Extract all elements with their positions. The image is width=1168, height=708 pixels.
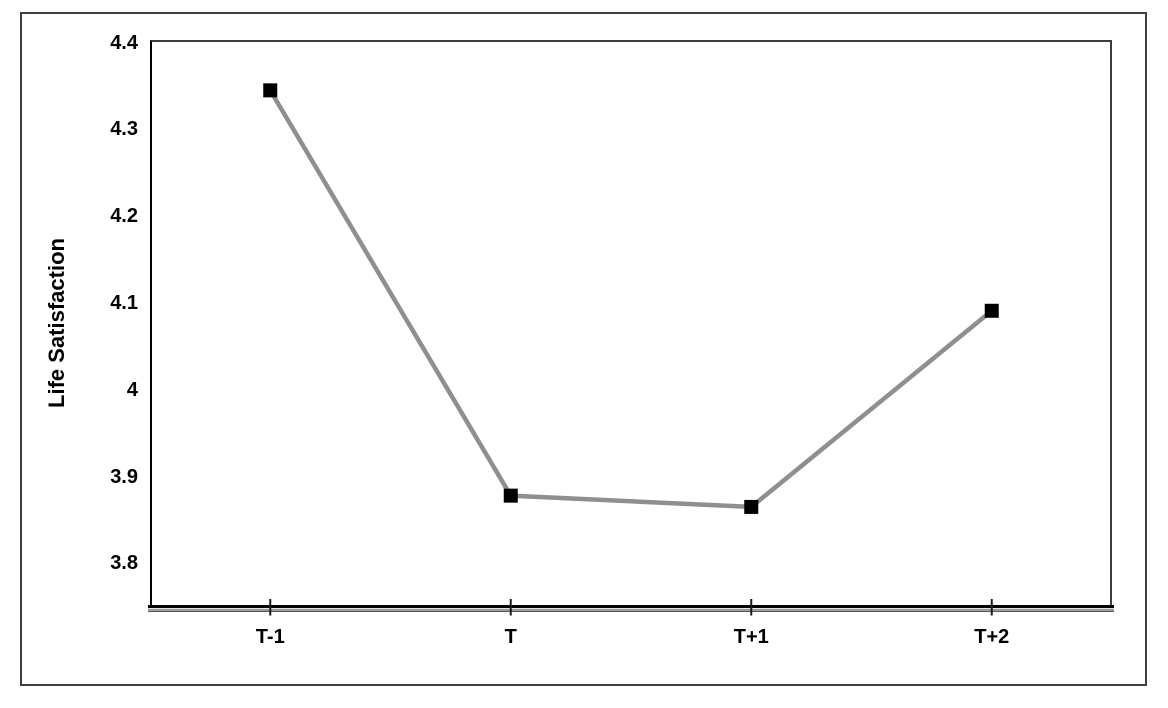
y-tick-label: 4.2: [110, 205, 138, 228]
x-tick-label: T+1: [733, 626, 769, 648]
x-axis-line-edge: [148, 611, 1114, 612]
plot-area: [150, 40, 1112, 605]
y-tick-label: 3.8: [110, 552, 138, 575]
x-axis-line-shadow: [148, 609, 1114, 611]
x-tick-label: T-1: [255, 626, 285, 648]
x-axis-line-main: [148, 605, 1114, 608]
data-point-marker: [263, 83, 278, 98]
x-tick-label: T: [504, 626, 517, 648]
x-axis-line: [148, 605, 1114, 612]
series-line: [268, 89, 994, 510]
x-tick-label: T+2: [974, 626, 1010, 648]
data-point-marker: [744, 499, 759, 514]
data-point-marker: [984, 303, 999, 318]
y-tick-label: 3.9: [110, 465, 138, 488]
y-tick-label: 4.4: [110, 31, 138, 54]
y-tick-label: 4.1: [110, 291, 138, 314]
x-axis-line-gap: [148, 608, 1114, 609]
y-tick-label: 4.3: [110, 118, 138, 141]
y-tick-label: 4: [126, 378, 138, 401]
data-point-marker: [503, 488, 518, 503]
